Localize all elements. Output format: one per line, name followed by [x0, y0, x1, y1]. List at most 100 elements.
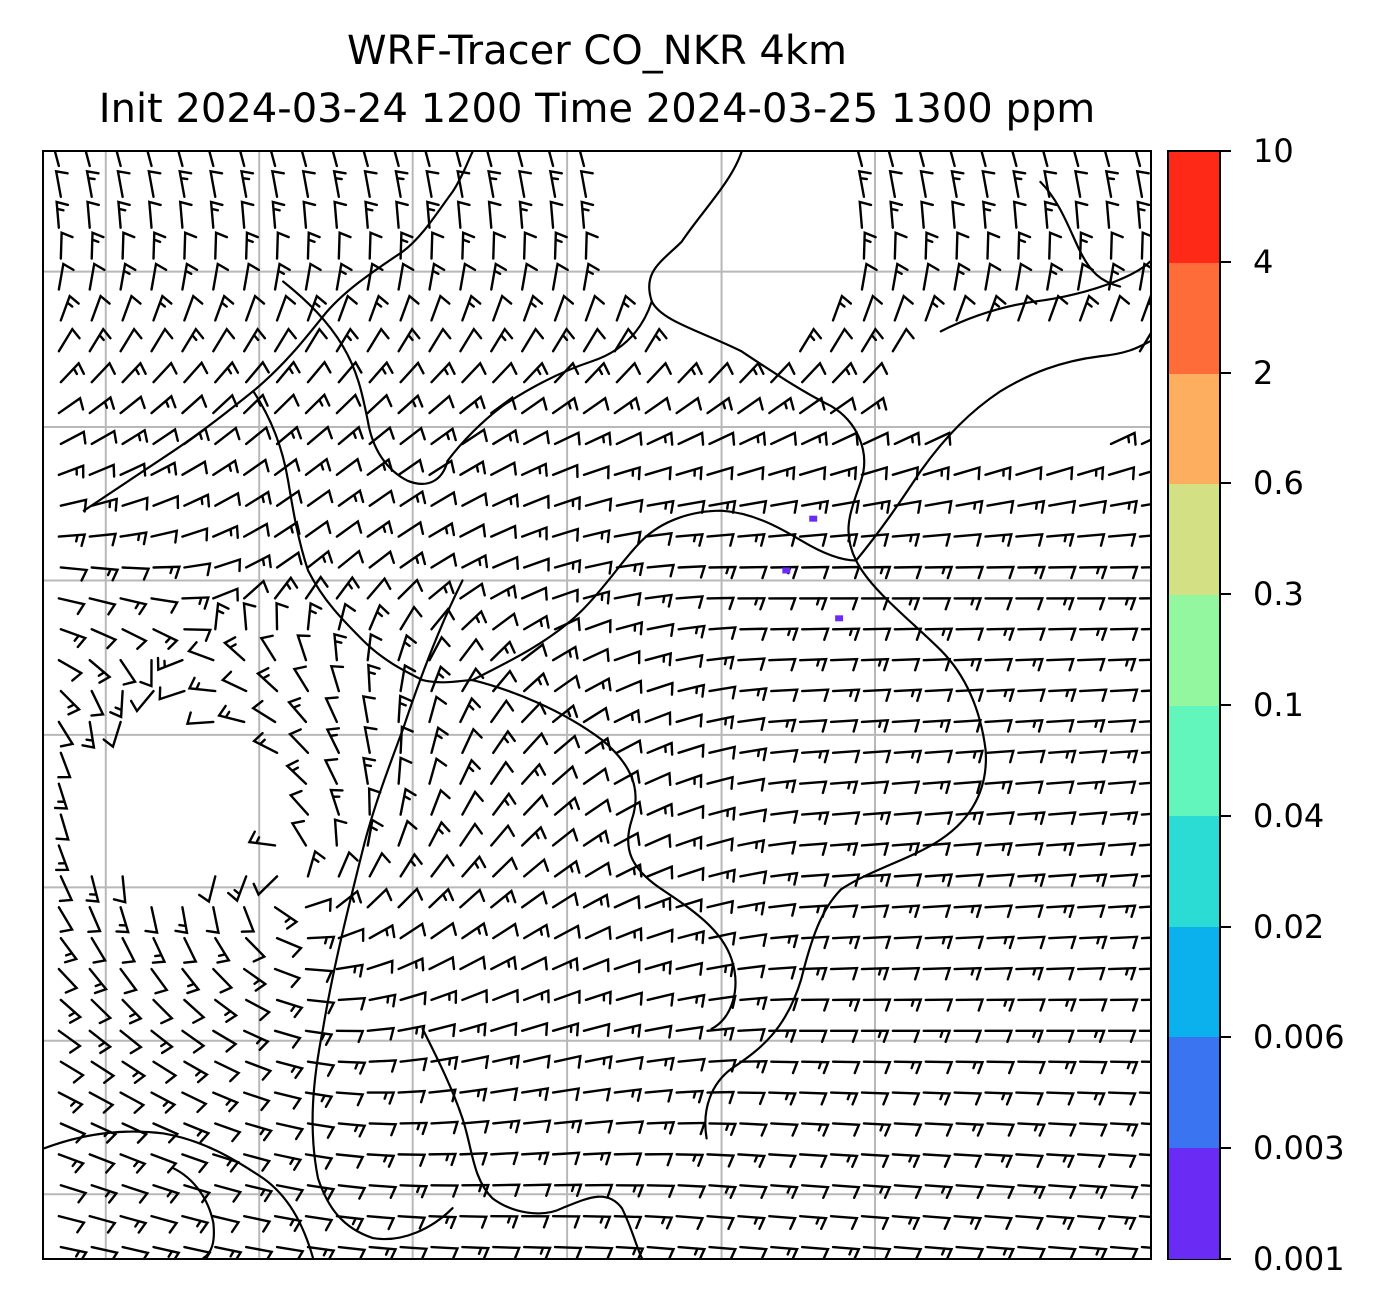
- wind-barb: [862, 499, 891, 514]
- wind-barb: [955, 1184, 985, 1200]
- wind-barb: [737, 597, 766, 611]
- wind-barb: [955, 749, 985, 764]
- wind-barb: [337, 996, 367, 1011]
- wind-barb: [185, 711, 215, 726]
- wind-barb: [953, 465, 981, 481]
- wind-barb: [1048, 294, 1069, 322]
- wind-barb: [178, 169, 193, 199]
- wind-barb: [368, 489, 396, 507]
- wind-barb: [551, 527, 580, 542]
- wind-barb: [860, 1153, 890, 1168]
- wind-barb: [430, 426, 457, 446]
- wind-barb: [146, 152, 153, 168]
- wind-barb: [646, 499, 675, 514]
- wind-barb: [363, 169, 378, 199]
- wind-barb: [461, 294, 482, 322]
- wind-barb: [891, 1091, 921, 1106]
- wind-barb: [490, 639, 516, 662]
- wind-barb: [551, 764, 578, 785]
- wind-barb: [181, 262, 199, 291]
- wind-barb: [1138, 1153, 1150, 1157]
- wind-barb: [121, 1060, 147, 1085]
- wind-barb: [770, 809, 799, 824]
- wind-barb: [615, 1120, 645, 1135]
- wind-barb: [490, 1214, 519, 1229]
- wind-barb: [399, 550, 427, 569]
- wind-barb: [242, 967, 268, 992]
- wind-barb: [708, 361, 734, 384]
- wind-barb: [150, 529, 179, 544]
- wind-barb: [337, 927, 365, 943]
- wind-barb: [57, 464, 85, 479]
- wind-barb: [922, 262, 940, 291]
- wind-barb: [798, 1153, 828, 1168]
- wind-barb: [646, 741, 674, 756]
- wind-barb: [800, 627, 830, 641]
- wind-barb: [986, 627, 1016, 641]
- wind-barb: [677, 361, 703, 384]
- wind-barb: [304, 392, 331, 415]
- wind-barb: [955, 294, 976, 322]
- wind-barb: [798, 780, 828, 795]
- wind-barb: [335, 392, 362, 415]
- wind-barb: [461, 789, 484, 816]
- wind-barbs: [53, 152, 1150, 1258]
- wind-barb: [150, 1029, 175, 1055]
- wind-barb: [329, 664, 345, 693]
- wind-barb: [337, 1245, 367, 1258]
- wind-barb: [522, 793, 549, 816]
- wind-barb: [770, 688, 799, 703]
- wind-barb: [150, 967, 169, 995]
- wind-barb: [335, 1214, 365, 1231]
- wind-barb: [613, 591, 642, 607]
- wind-barb: [363, 725, 378, 755]
- wind-barb: [953, 657, 983, 672]
- wind-barb: [364, 200, 378, 229]
- wind-barb: [984, 780, 1013, 795]
- wind-barb: [273, 457, 301, 477]
- wind-barb: [428, 887, 455, 909]
- wind-barb: [428, 955, 456, 971]
- wind-barb: [244, 490, 272, 507]
- wind-barb: [1136, 200, 1150, 229]
- wind-barb: [428, 1152, 458, 1167]
- wind-barb: [737, 838, 766, 854]
- wind-barb: [368, 923, 396, 940]
- wind-barb: [739, 808, 768, 823]
- wind-barb: [768, 597, 797, 611]
- wind-barb: [186, 641, 215, 662]
- wind-barb: [893, 499, 922, 514]
- wind-barb: [582, 647, 610, 663]
- wind-barb: [955, 811, 985, 825]
- wind-barb: [1048, 873, 1077, 887]
- wind-barb: [399, 426, 426, 446]
- wind-barb: [430, 664, 451, 693]
- wind-barb: [737, 1214, 766, 1231]
- wind-barb: [59, 689, 82, 716]
- wind-barb: [1046, 904, 1075, 919]
- tracer-concentration: [782, 515, 844, 622]
- wind-barb: [770, 1245, 799, 1258]
- wind-barb: [399, 787, 417, 816]
- wind-barb: [1109, 1184, 1139, 1200]
- wind-barb: [244, 230, 260, 260]
- wind-barb: [829, 1153, 859, 1168]
- wind-barb: [706, 837, 734, 852]
- wind-barb: [675, 465, 703, 481]
- wind-barb: [399, 489, 427, 507]
- wind-barb: [490, 524, 517, 540]
- wind-barb: [1107, 1153, 1137, 1168]
- wind-barb: [860, 597, 890, 611]
- wind-barb: [368, 1059, 398, 1073]
- wind-barb: [677, 1184, 707, 1199]
- wind-barb: [397, 694, 413, 724]
- wind-barb: [800, 998, 830, 1012]
- colorbar-tick-label: 0.001: [1253, 1240, 1345, 1278]
- wind-barb: [212, 262, 230, 291]
- colorbar-segment: [1169, 594, 1219, 706]
- wind-barb: [1015, 465, 1043, 481]
- wind-barb: [174, 906, 189, 935]
- wind-barb: [181, 526, 209, 542]
- wind-barb: [553, 1119, 583, 1134]
- wind-barb: [53, 782, 69, 810]
